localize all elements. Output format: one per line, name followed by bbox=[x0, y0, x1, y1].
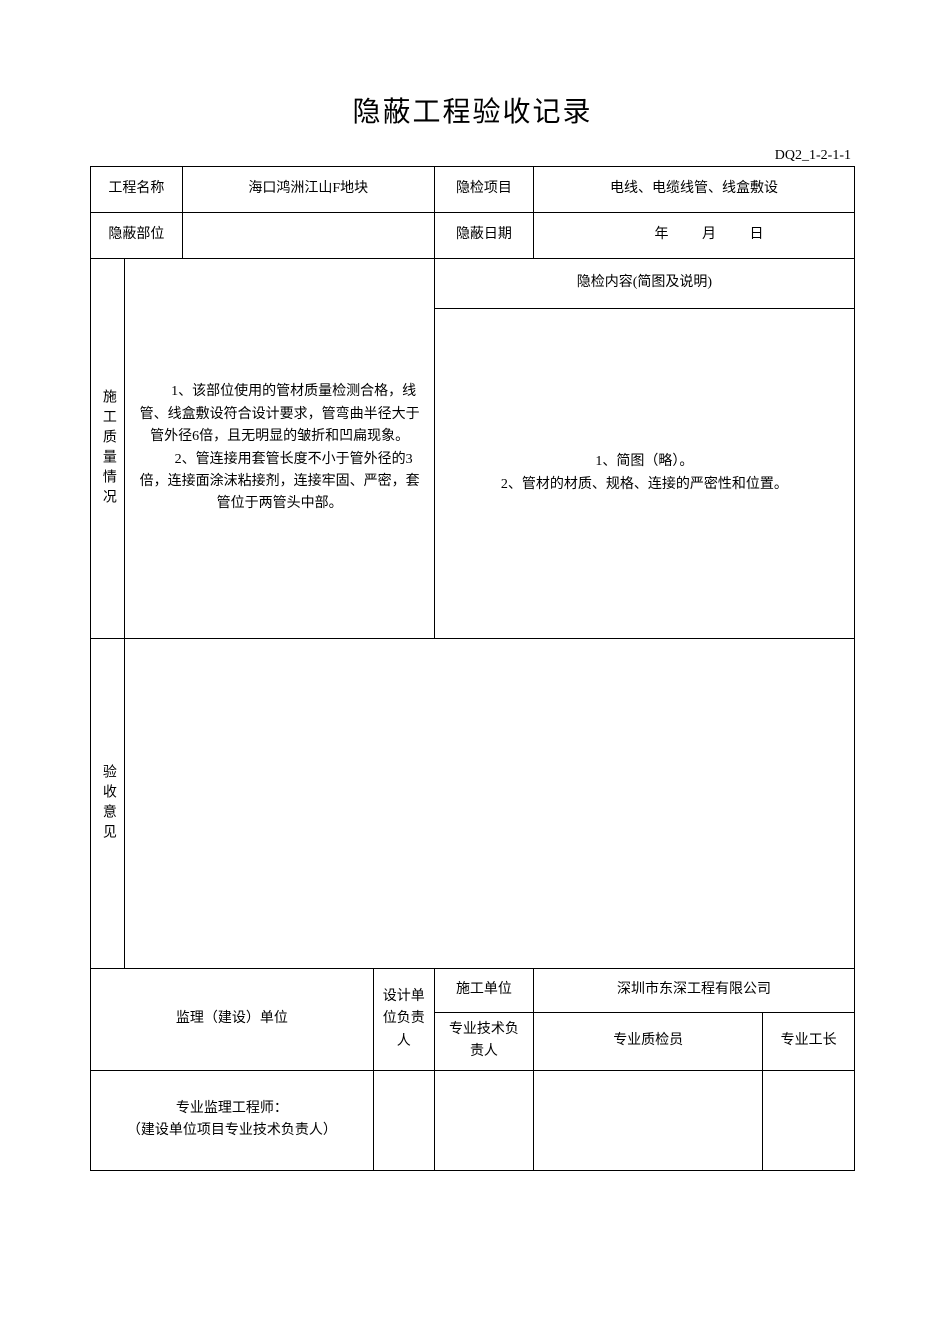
qc-inspector-label: 专业质检员 bbox=[534, 1013, 763, 1071]
foreman-label: 专业工长 bbox=[763, 1013, 855, 1071]
engineer-line2: （建设单位项目专业技术负责人） bbox=[99, 1120, 365, 1142]
date-day: 日 bbox=[750, 227, 764, 242]
form-table: 工程名称 海口鸿洲江山F地块 隐检项目 电线、电缆线管、线盒敷设 隐蔽部位 隐蔽… bbox=[90, 166, 855, 1171]
inspect-item-label: 隐检项目 bbox=[434, 167, 533, 213]
tech-leader-label: 专业技术负责人 bbox=[434, 1013, 533, 1071]
page: 隐蔽工程验收记录 DQ2_1-2-1-1 工程名称 海口鸿洲江山F地块 隐检项目… bbox=[0, 0, 945, 1231]
concealed-part-value bbox=[182, 213, 434, 259]
tech-leader-sign bbox=[434, 1070, 533, 1170]
content-header-row: 施工质量情况 1、该部位使用的管材质量检测合格，线管、线盒敷设符合设计要求，管弯… bbox=[91, 259, 855, 309]
engineer-sign-cell: 专业监理工程师： （建设单位项目专业技术负责人） bbox=[91, 1070, 374, 1170]
supervision-unit-label: 监理（建设）单位 bbox=[91, 969, 374, 1071]
date-year: 年 bbox=[655, 227, 669, 242]
quality-label: 施工质量情况 bbox=[91, 259, 125, 639]
project-name-label: 工程名称 bbox=[91, 167, 183, 213]
construction-unit-label: 施工单位 bbox=[434, 969, 533, 1013]
date-month: 月 bbox=[702, 227, 716, 242]
header-row-1: 工程名称 海口鸿洲江山F地块 隐检项目 电线、电缆线管、线盒敷设 bbox=[91, 167, 855, 213]
concealed-part-label: 隐蔽部位 bbox=[91, 213, 183, 259]
design-leader-label: 设计单位负责人 bbox=[373, 969, 434, 1071]
opinion-row: 验收意见 bbox=[91, 639, 855, 969]
content-text: 1、简图（略）。 2、管材的材质、规格、连接的严密性和位置。 bbox=[434, 309, 854, 639]
content-header: 隐检内容(简图及说明) bbox=[434, 259, 854, 309]
opinion-body bbox=[125, 639, 855, 969]
opinion-label: 验收意见 bbox=[91, 639, 125, 969]
inspect-item-value: 电线、电缆线管、线盒敷设 bbox=[534, 167, 855, 213]
header-row-2: 隐蔽部位 隐蔽日期 年 月 日 bbox=[91, 213, 855, 259]
page-title: 隐蔽工程验收记录 bbox=[90, 90, 855, 130]
design-leader-sign bbox=[373, 1070, 434, 1170]
signature-row: 专业监理工程师： （建设单位项目专业技术负责人） bbox=[91, 1070, 855, 1170]
project-name-value: 海口鸿洲江山F地块 bbox=[182, 167, 434, 213]
qc-inspector-sign bbox=[534, 1070, 763, 1170]
doc-code: DQ2_1-2-1-1 bbox=[90, 148, 855, 164]
engineer-line1: 专业监理工程师： bbox=[99, 1098, 365, 1120]
construction-unit-value: 深圳市东深工程有限公司 bbox=[534, 969, 855, 1013]
concealed-date-value: 年 月 日 bbox=[534, 213, 855, 259]
foreman-sign bbox=[763, 1070, 855, 1170]
concealed-date-label: 隐蔽日期 bbox=[434, 213, 533, 259]
footer-row-1: 监理（建设）单位 设计单位负责人 施工单位 深圳市东深工程有限公司 bbox=[91, 969, 855, 1013]
quality-text: 1、该部位使用的管材质量检测合格，线管、线盒敷设符合设计要求，管弯曲半径大于管外… bbox=[125, 259, 434, 639]
